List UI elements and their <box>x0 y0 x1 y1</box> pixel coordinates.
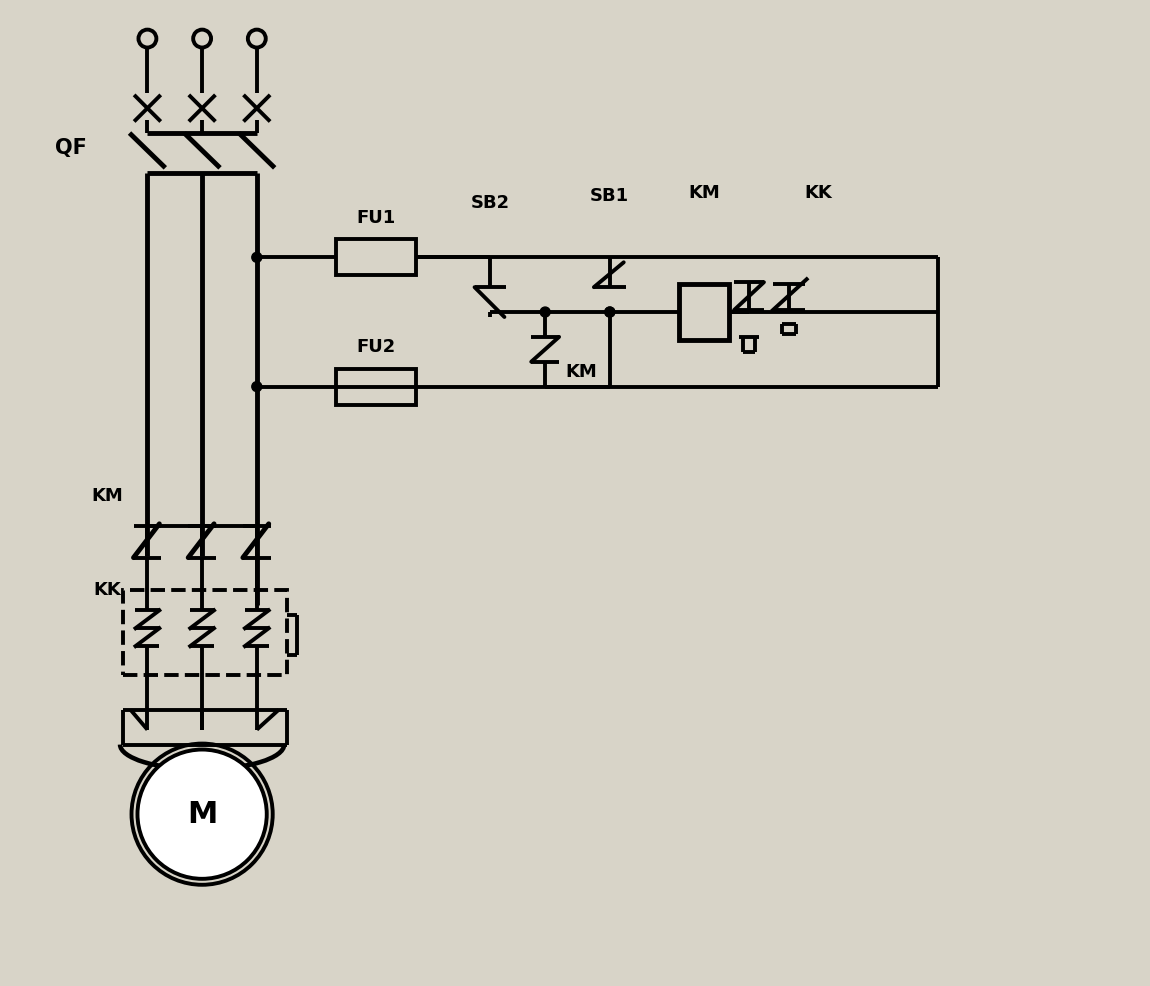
Circle shape <box>605 307 615 317</box>
Text: KM: KM <box>565 363 597 381</box>
Text: KK: KK <box>805 183 833 202</box>
Bar <box>336 240 416 275</box>
Bar <box>336 369 416 404</box>
Circle shape <box>138 749 267 879</box>
Bar <box>680 284 729 340</box>
Circle shape <box>605 307 615 317</box>
Circle shape <box>540 307 550 317</box>
Text: SB1: SB1 <box>590 186 629 205</box>
Text: SB2: SB2 <box>470 193 511 212</box>
Text: FU1: FU1 <box>356 209 396 227</box>
Text: M: M <box>187 800 217 828</box>
Circle shape <box>252 252 262 262</box>
Text: KK: KK <box>94 582 122 599</box>
Text: KM: KM <box>689 183 720 202</box>
Text: QF: QF <box>55 138 86 158</box>
Text: KM: KM <box>92 487 123 505</box>
Circle shape <box>252 382 262 391</box>
Bar <box>123 591 286 675</box>
Text: FU2: FU2 <box>356 338 396 356</box>
